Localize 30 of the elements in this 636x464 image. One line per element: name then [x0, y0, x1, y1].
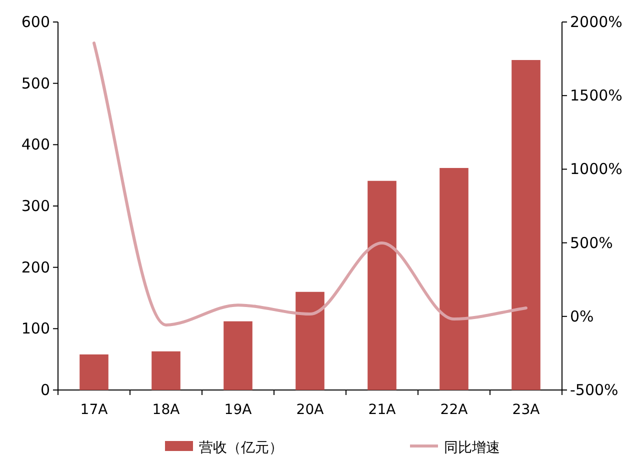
- x-tick-label: 21A: [368, 402, 396, 418]
- x-tick-label: 18A: [152, 402, 180, 418]
- y-tick-label: 500: [21, 74, 50, 92]
- y2-tick-label: 1000%: [570, 160, 622, 178]
- bar: [440, 168, 468, 390]
- y-tick-label: 200: [21, 258, 50, 276]
- y-tick-label: 0: [40, 381, 50, 399]
- x-tick-label: 20A: [296, 402, 324, 418]
- y2-tick-label: 2000%: [570, 13, 622, 31]
- y-tick-label: 600: [21, 13, 50, 31]
- x-tick-label: 22A: [440, 402, 468, 418]
- y-tick-label: 300: [21, 197, 50, 215]
- y2-tick-label: -500%: [570, 381, 618, 399]
- bar: [296, 292, 324, 390]
- y-tick-label: 400: [21, 136, 50, 154]
- bar: [80, 354, 108, 390]
- legend-label: 营收（亿元）: [199, 440, 283, 456]
- legend-label: 同比增速: [444, 440, 500, 456]
- bar: [512, 60, 540, 390]
- bar: [152, 351, 180, 390]
- bar: [224, 321, 252, 390]
- y2-tick-label: 500%: [570, 234, 613, 252]
- x-tick-label: 17A: [80, 402, 108, 418]
- x-tick-label: 19A: [224, 402, 252, 418]
- y-tick-label: 100: [21, 320, 50, 338]
- x-tick-label: 23A: [512, 402, 540, 418]
- y2-tick-label: 1500%: [570, 86, 622, 105]
- bar: [368, 180, 396, 390]
- y2-tick-label: 0%: [570, 307, 594, 326]
- line-series: [92, 42, 528, 326]
